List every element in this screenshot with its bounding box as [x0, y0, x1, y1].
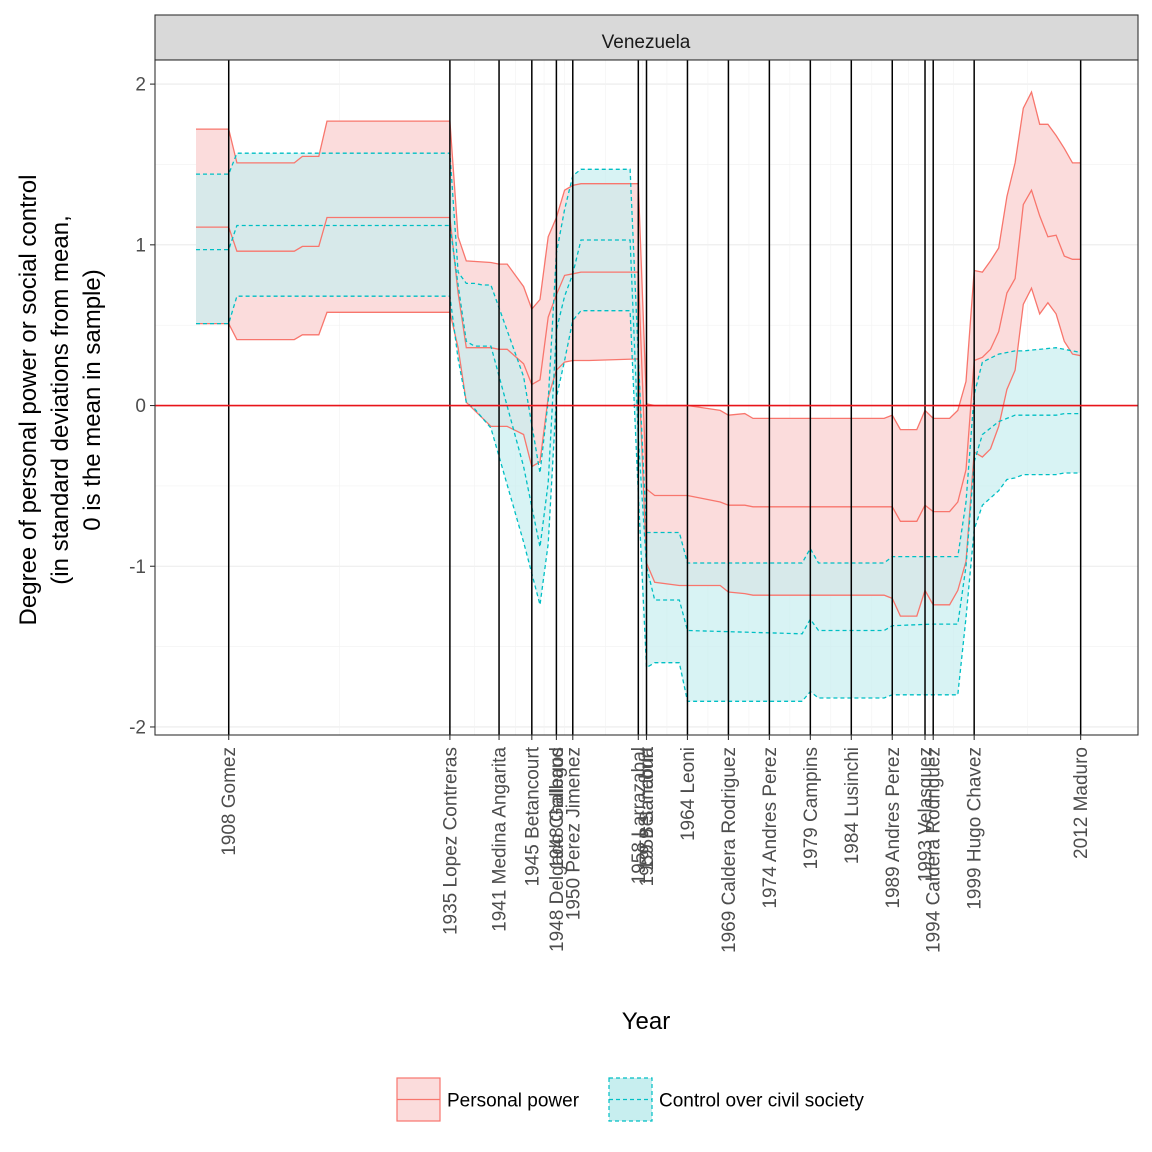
event-label: 1948 Delgado Chalbaud — [547, 747, 568, 952]
event-label: 1950 Perez Jimenez — [563, 747, 584, 920]
event-label: 1969 Caldera Rodriguez — [719, 747, 740, 953]
event-label: 1941 Medina Angarita — [490, 747, 511, 932]
y-tick-label: 2 — [135, 75, 146, 96]
line-layer — [196, 90, 1081, 702]
event-label: 1964 Leoni — [678, 747, 699, 841]
y-axis-title-line: (in standard deviations from mean, — [47, 215, 74, 585]
event-label: 1989 Andres Perez — [883, 747, 904, 909]
event-layer — [227, 60, 1082, 735]
event-label: 1935 Lopez Contreras — [440, 747, 461, 935]
series-line-upper — [196, 90, 1081, 431]
event-label: 1908 Gomez — [219, 747, 240, 856]
y-tick-label: -2 — [129, 717, 146, 738]
event-label: 1974 Andres Perez — [760, 747, 781, 909]
y-axis: 2 1 0 -1 -2 — [129, 75, 155, 738]
event-label: 1979 Campins — [801, 747, 822, 870]
y-tick-label: 0 — [135, 396, 146, 417]
series-line-mean — [196, 188, 1081, 522]
event-label: 2012 Maduro — [1071, 747, 1092, 859]
series-line-upper — [196, 152, 1081, 564]
legend-label: Personal power — [447, 1091, 580, 1112]
event-label: 1948 Gallegos — [547, 747, 568, 870]
y-axis-title-line: 0 is the mean in sample) — [79, 269, 106, 530]
y-tick-label: 1 — [135, 235, 146, 256]
event-label: 1959 Betancourt — [637, 746, 658, 886]
event-label: 1945 Betancourt — [522, 746, 543, 886]
event-label: 1994 Caldera Rodriguez — [924, 747, 945, 953]
event-label: 1958 Larrazabal — [629, 747, 650, 884]
event-label: 1993 Velasquez — [916, 747, 937, 882]
legend-label: Control over civil society — [659, 1091, 864, 1112]
event-label: 1959 Sanabria — [637, 747, 658, 871]
x-axis: 1908 Gomez 1935 Lopez Contreras 1941 Medin… — [219, 735, 1092, 953]
event-label: 1984 Lusinchi — [842, 747, 863, 864]
series-line-mean — [196, 224, 1081, 635]
facet-strip-label: Venezuela — [602, 32, 691, 53]
series-line-lower — [196, 295, 1081, 702]
y-tick-label: -1 — [129, 557, 146, 578]
facet-strip — [154, 14, 1139, 61]
y-axis-title-line: Degree of personal power or social contr… — [15, 175, 42, 626]
x-axis-title: Year — [622, 1008, 671, 1035]
legend: Personal power Control over civil society — [396, 1077, 864, 1122]
event-label: 1999 Hugo Chavez — [965, 747, 986, 910]
y-axis-title: Degree of personal power or social contr… — [15, 175, 106, 626]
